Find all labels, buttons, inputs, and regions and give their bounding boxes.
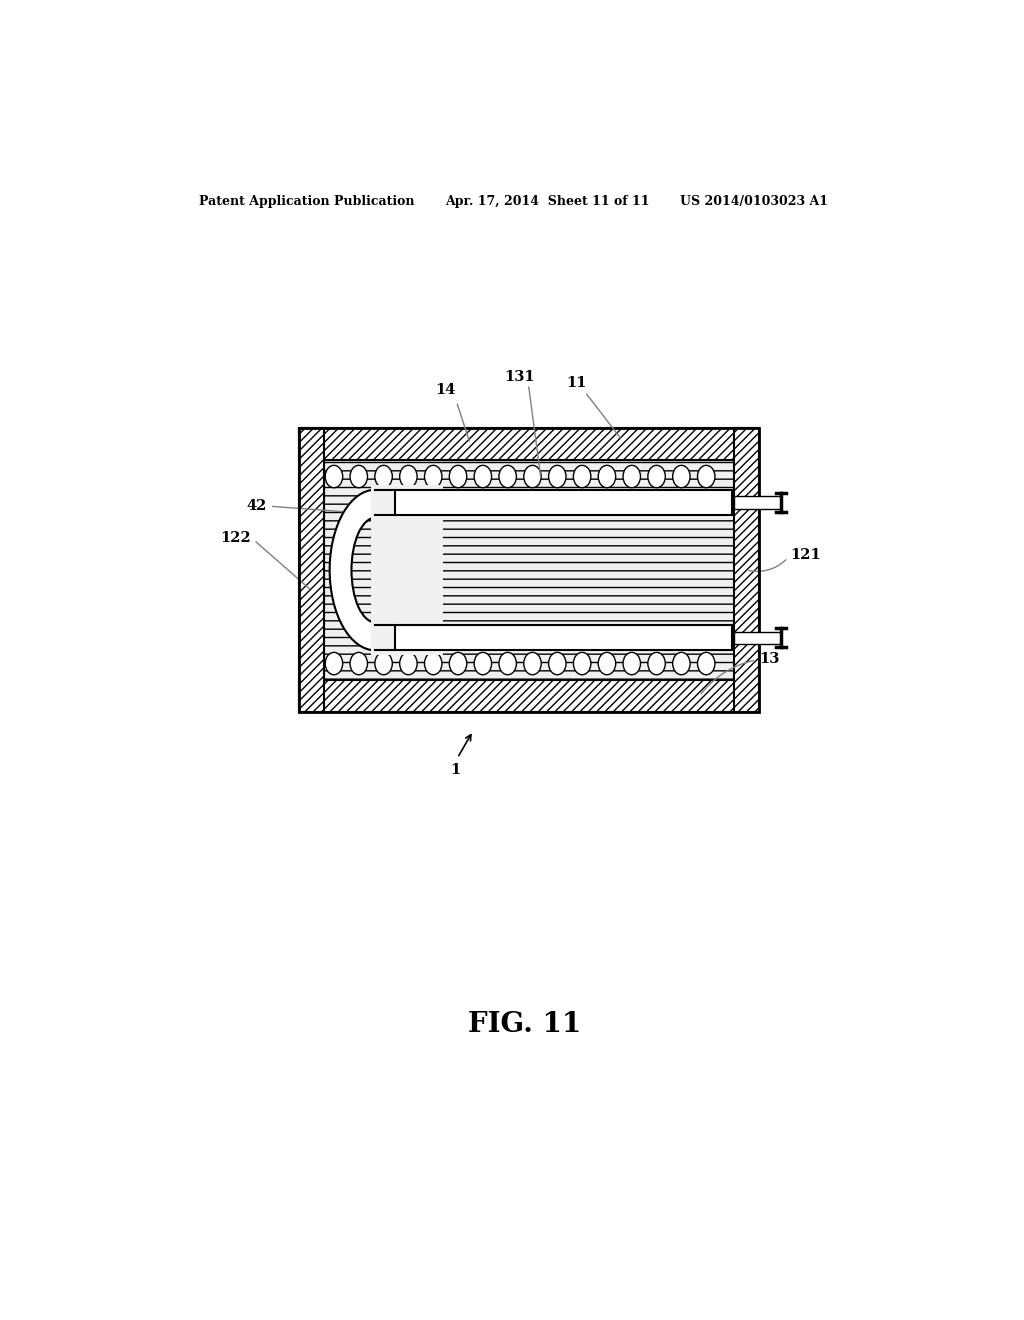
Circle shape bbox=[326, 652, 343, 675]
Ellipse shape bbox=[351, 517, 399, 623]
Text: FIG. 11: FIG. 11 bbox=[468, 1011, 582, 1038]
Circle shape bbox=[499, 652, 516, 675]
Circle shape bbox=[425, 652, 442, 675]
Text: 1: 1 bbox=[451, 763, 461, 777]
Circle shape bbox=[573, 466, 591, 487]
Circle shape bbox=[499, 466, 516, 487]
Circle shape bbox=[474, 652, 492, 675]
Bar bbox=[395, 624, 732, 651]
Circle shape bbox=[450, 466, 467, 487]
Circle shape bbox=[673, 466, 690, 487]
Circle shape bbox=[598, 652, 615, 675]
Text: Apr. 17, 2014  Sheet 11 of 11: Apr. 17, 2014 Sheet 11 of 11 bbox=[445, 195, 650, 209]
Text: 14: 14 bbox=[435, 383, 456, 397]
Circle shape bbox=[648, 466, 666, 487]
Circle shape bbox=[399, 652, 417, 675]
Circle shape bbox=[326, 466, 343, 487]
Bar bbox=[372, 484, 442, 656]
Bar bbox=[324, 461, 733, 680]
Circle shape bbox=[549, 652, 566, 675]
Text: Patent Application Publication: Patent Application Publication bbox=[200, 195, 415, 209]
Bar bbox=[299, 428, 759, 713]
Text: 122: 122 bbox=[220, 531, 309, 589]
Circle shape bbox=[697, 466, 715, 487]
Circle shape bbox=[523, 652, 542, 675]
Bar bbox=[733, 631, 781, 644]
Circle shape bbox=[450, 652, 467, 675]
Ellipse shape bbox=[330, 490, 421, 651]
Text: 42: 42 bbox=[247, 499, 353, 513]
Text: 11: 11 bbox=[566, 376, 587, 391]
Circle shape bbox=[350, 466, 368, 487]
Bar bbox=[299, 680, 759, 713]
Circle shape bbox=[474, 466, 492, 487]
Circle shape bbox=[425, 466, 442, 487]
Bar bbox=[733, 496, 781, 508]
Bar bbox=[299, 428, 759, 461]
Circle shape bbox=[549, 466, 566, 487]
Circle shape bbox=[673, 652, 690, 675]
Circle shape bbox=[523, 466, 542, 487]
Circle shape bbox=[623, 652, 640, 675]
Bar bbox=[375, 515, 403, 624]
Bar bbox=[733, 428, 759, 713]
Circle shape bbox=[350, 652, 368, 675]
Circle shape bbox=[375, 466, 392, 487]
Text: 121: 121 bbox=[749, 548, 821, 572]
Circle shape bbox=[648, 652, 666, 675]
Bar bbox=[299, 428, 324, 713]
Text: US 2014/0103023 A1: US 2014/0103023 A1 bbox=[680, 195, 827, 209]
Circle shape bbox=[399, 466, 417, 487]
Text: 13: 13 bbox=[701, 652, 779, 694]
Circle shape bbox=[598, 466, 615, 487]
Circle shape bbox=[375, 652, 392, 675]
Circle shape bbox=[623, 466, 640, 487]
Bar bbox=[395, 490, 732, 515]
Circle shape bbox=[697, 652, 715, 675]
Text: 131: 131 bbox=[504, 370, 535, 384]
Circle shape bbox=[573, 652, 591, 675]
